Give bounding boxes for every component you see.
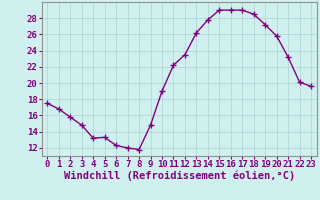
- X-axis label: Windchill (Refroidissement éolien,°C): Windchill (Refroidissement éolien,°C): [64, 171, 295, 181]
